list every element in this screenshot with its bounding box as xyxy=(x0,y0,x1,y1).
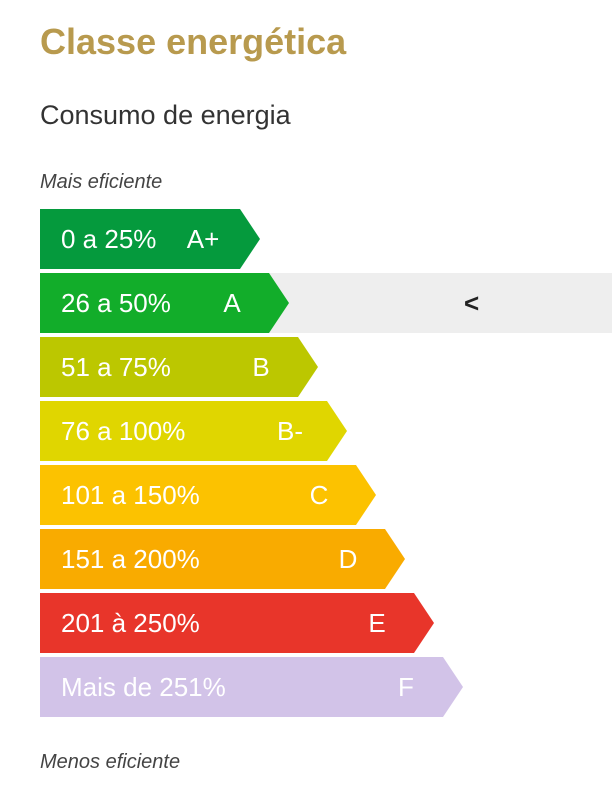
rating-row-d: 151 a 200% D xyxy=(0,529,612,589)
rating-range: 101 a 150% xyxy=(61,480,200,510)
rating-row-c: 101 a 150% C xyxy=(0,465,612,525)
rating-bar: 201 à 250% E xyxy=(40,593,434,653)
energy-rating-scale: 0 a 25% A+ <26 a 50% A 51 a 75% B 76 a 100% B- 1… xyxy=(0,209,612,717)
rating-bar: 0 a 25% A+ xyxy=(40,209,260,269)
rating-range: 51 a 75% xyxy=(61,352,171,382)
more-efficient-label: Mais eficiente xyxy=(40,171,163,193)
page-title: Classe energética xyxy=(40,21,347,62)
section-subtitle: Consumo de energia xyxy=(40,100,291,130)
rating-class-label: B xyxy=(252,352,270,382)
rating-class-label: B- xyxy=(277,416,303,446)
rating-bar: Mais de 251% F xyxy=(40,657,463,717)
rating-row-a-plus: 0 a 25% A+ xyxy=(0,209,612,269)
rating-range: 76 a 100% xyxy=(61,416,186,446)
rating-bar: 51 a 75% B xyxy=(40,337,318,397)
current-rating-marker: < xyxy=(464,288,480,318)
rating-class-label: E xyxy=(368,608,386,638)
rating-class-label: C xyxy=(309,480,329,510)
rating-bar: 101 a 150% C xyxy=(40,465,376,525)
rating-class-label: F xyxy=(398,672,414,702)
rating-range: 26 a 50% xyxy=(61,288,171,318)
rating-bar: 151 a 200% D xyxy=(40,529,405,589)
rating-row-a: <26 a 50% A xyxy=(0,273,612,333)
rating-range: Mais de 251% xyxy=(61,672,226,702)
rating-class-label: D xyxy=(338,544,358,574)
rating-range: 151 a 200% xyxy=(61,544,200,574)
rating-bar: 26 a 50% A xyxy=(40,273,289,333)
rating-range: 0 a 25% xyxy=(61,224,157,254)
rating-row-b: 51 a 75% B xyxy=(0,337,612,397)
rating-row-f: Mais de 251% F xyxy=(0,657,612,717)
rating-class-label: A+ xyxy=(186,224,220,254)
rating-bar: 76 a 100% B- xyxy=(40,401,347,461)
rating-class-label: A xyxy=(223,288,241,318)
rating-row-e: 201 à 250% E xyxy=(0,593,612,653)
rating-range: 201 à 250% xyxy=(61,608,200,638)
less-efficient-label: Menos eficiente xyxy=(40,751,181,773)
rating-row-b-minus: 76 a 100% B- xyxy=(0,401,612,461)
